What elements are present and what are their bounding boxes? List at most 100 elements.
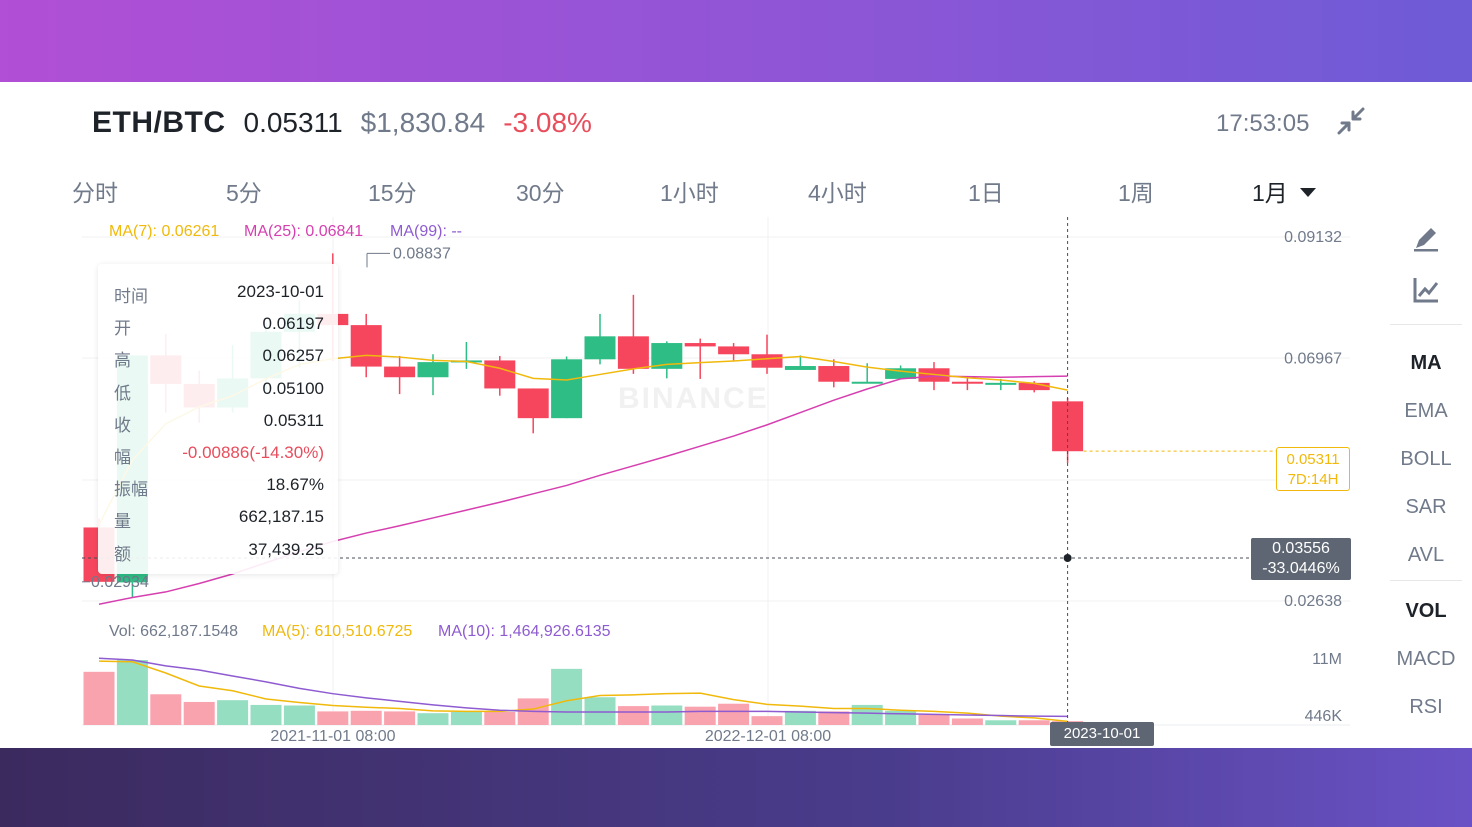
- tooltip-key: 振幅: [114, 480, 148, 500]
- ticker-header: ETH/BTC 0.05311 $1,830.84 -3.08%: [92, 106, 592, 140]
- volume-bar: [1018, 720, 1050, 725]
- tooltip-key: 幅: [114, 448, 131, 467]
- tooltip-value: -0.00886(-14.30%): [182, 443, 324, 462]
- high-label: 0.08837: [393, 245, 451, 262]
- volume-bar: [718, 703, 750, 725]
- volume-bar: [617, 706, 649, 725]
- candle-body: [985, 382, 1017, 385]
- candle-body: [1052, 401, 1084, 452]
- volume-bar: [384, 711, 416, 725]
- volume-bars: [83, 660, 1084, 725]
- candle-body: [384, 366, 416, 378]
- tab-timeline[interactable]: 分时: [72, 180, 118, 206]
- last-price-tag: 0.05311 7D:14H: [1276, 447, 1350, 491]
- indicator-ema[interactable]: EMA: [1404, 400, 1448, 422]
- volume-bar: [918, 714, 950, 725]
- indicator-boll[interactable]: BOLL: [1400, 448, 1452, 470]
- tooltip-value: 662,187.15: [238, 507, 324, 527]
- vol-tick-label: 11M: [1312, 651, 1342, 668]
- volume-bar: [985, 720, 1017, 725]
- candle-body: [951, 381, 983, 384]
- indicator-vol[interactable]: VOL: [1405, 600, 1447, 622]
- tab-1w[interactable]: 1周: [1118, 180, 1154, 206]
- candle-body: [751, 354, 783, 368]
- side-divider: [1390, 324, 1462, 325]
- indicator-rsi[interactable]: RSI: [1409, 696, 1443, 718]
- volume-bar: [250, 704, 282, 725]
- tooltip-row: 振幅 18.67%: [114, 475, 324, 499]
- volume-ma5-line: [98, 660, 1068, 723]
- volume-bar: [584, 697, 616, 725]
- x-tick-label: 2021-11-01 08:00: [270, 728, 395, 745]
- low-label: 0.02934: [91, 574, 149, 591]
- volume-bar: [684, 706, 716, 725]
- volume-bar: [784, 710, 816, 725]
- vol-tick-label: 446K: [1305, 708, 1343, 725]
- volume-bar: [283, 705, 315, 725]
- tooltip-key: 高: [114, 351, 131, 371]
- tooltip-value: 2023-10-01: [237, 282, 324, 301]
- ohlc-tooltip: 时间 2023-10-01 开 0.06197 高 0.06257 低 0.05100 收 0.0…: [98, 264, 338, 574]
- volume-bar: [450, 712, 482, 725]
- tab-1h[interactable]: 1小时: [660, 180, 719, 206]
- tab-5m[interactable]: 5分: [226, 180, 262, 206]
- countdown: 7D:14H: [1287, 471, 1339, 488]
- y-tick-label: 0.09132: [1284, 229, 1342, 246]
- collapse-arrows-icon[interactable]: [1336, 106, 1366, 136]
- tooltip-value: 18.67%: [266, 475, 324, 495]
- candle-body: [684, 343, 716, 347]
- volume-bar: [484, 712, 516, 725]
- chart-indicator-icon[interactable]: [1410, 274, 1442, 306]
- tooltip-key: 额: [114, 544, 131, 564]
- tooltip-row: 时间 2023-10-01: [114, 282, 324, 306]
- candle-body: [1018, 382, 1050, 391]
- last-price-tag-value: 0.05311: [1286, 451, 1340, 468]
- ma99-legend: MA(99): --: [390, 223, 462, 240]
- candle-body: [851, 381, 883, 384]
- axis-labels: 0.09132 0.06967 0.02638 MA(7): 0.06261 MA(25…: [82, 223, 1342, 745]
- volume-bar: [417, 713, 449, 725]
- volume-bar: [551, 668, 583, 725]
- candle-body: [818, 366, 850, 382]
- volume-ma-lines: [98, 657, 1068, 723]
- x-tick-label: 2022-12-01 08:00: [705, 728, 831, 745]
- pencil-draw-icon[interactable]: [1410, 222, 1442, 254]
- vol-ma5-legend: MA(5): 610,510.6725: [262, 623, 412, 640]
- tab-1m[interactable]: 1月: [1252, 174, 1316, 208]
- tooltip-row: 低 0.05100: [114, 379, 324, 403]
- chevron-down-icon: [1299, 188, 1316, 197]
- volume-bar: [818, 711, 850, 725]
- crosshair-pct: -33.0446%: [1262, 560, 1340, 577]
- candle-body: [718, 346, 750, 355]
- bottom-background-band: [0, 748, 1472, 827]
- tooltip-row: 收 0.05311: [114, 411, 324, 435]
- tab-4h[interactable]: 4小时: [808, 180, 867, 206]
- tooltip-value: 0.05100: [262, 378, 324, 398]
- volume-bar: [150, 694, 182, 725]
- tab-30m[interactable]: 30分: [516, 180, 565, 206]
- tooltip-row: 开 0.06197: [114, 314, 324, 338]
- tooltip-row: 幅 -0.00886(-14.30%): [114, 443, 324, 467]
- crosshair-price: 0.03556: [1272, 540, 1330, 557]
- side-divider: [1390, 580, 1462, 581]
- indicator-macd[interactable]: MACD: [1396, 648, 1456, 670]
- indicator-ma[interactable]: MA: [1410, 352, 1442, 374]
- volume-bar: [350, 710, 382, 725]
- change-percent: -3.08%: [503, 107, 592, 138]
- pair-name[interactable]: ETH/BTC: [92, 106, 226, 139]
- indicator-sar[interactable]: SAR: [1405, 496, 1447, 518]
- crosshair-price-tag: 0.03556 -33.0446%: [1251, 538, 1351, 580]
- tab-15m[interactable]: 15分: [368, 180, 417, 206]
- tooltip-value: 0.06197: [262, 314, 324, 334]
- volume-bar: [217, 700, 249, 725]
- crosshair-date-tag: 2023-10-01: [1050, 722, 1154, 746]
- tooltip-key: 低: [114, 383, 131, 403]
- tooltip-row: 额 37,439.25: [114, 540, 324, 564]
- binance-watermark: BINANCE: [618, 382, 769, 415]
- tab-1d[interactable]: 1日: [968, 180, 1004, 206]
- indicator-avl[interactable]: AVL: [1407, 544, 1445, 566]
- usd-price: $1,830.84: [360, 107, 486, 138]
- candle-body: [551, 359, 583, 419]
- tooltip-row: 高 0.06257: [114, 346, 324, 370]
- chart-card: ETH/BTC 0.05311 $1,830.84 -3.08% 17:53:0…: [0, 82, 1472, 748]
